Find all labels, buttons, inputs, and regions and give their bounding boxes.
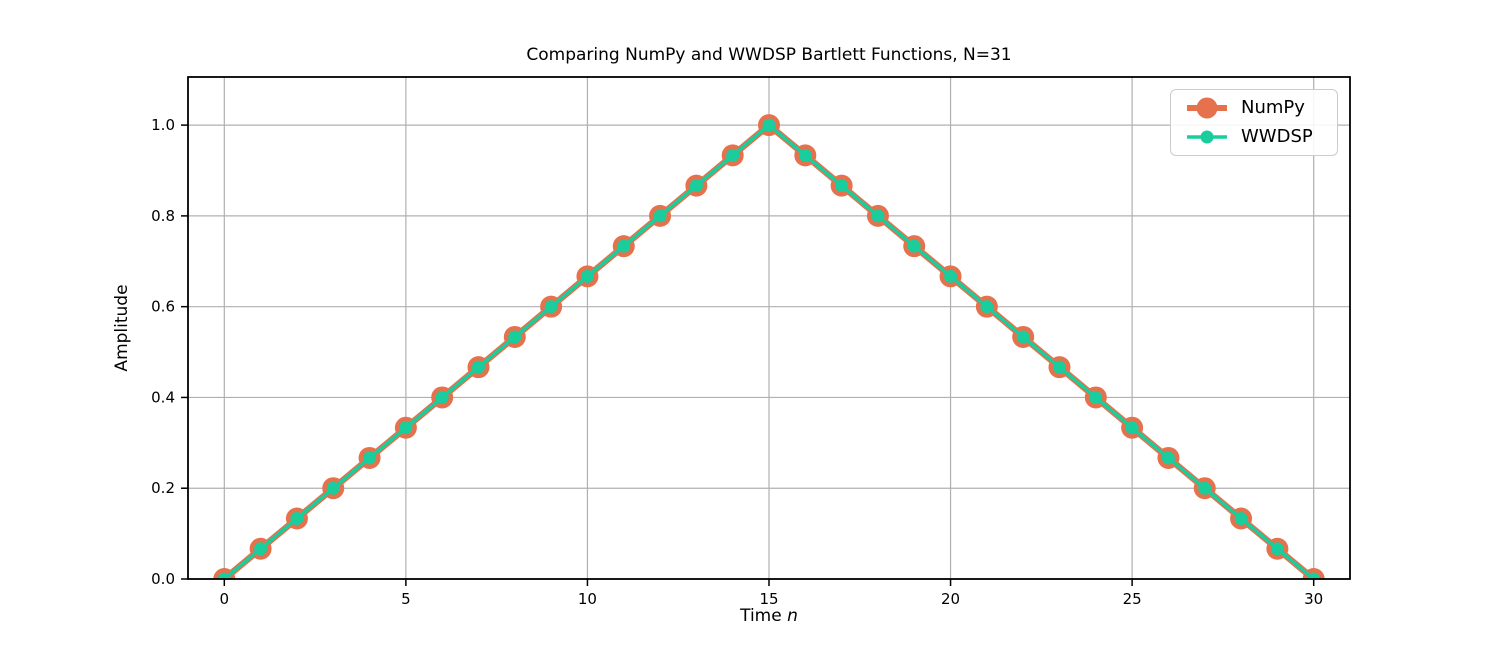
x-tick-label: 15 — [759, 590, 778, 608]
series-layer — [213, 114, 1325, 579]
legend-label-wwdsp: WWDSP — [1241, 125, 1313, 147]
x-tick-label: 5 — [401, 590, 411, 608]
series-wwdsp-marker — [1198, 481, 1212, 495]
chart-title: Comparing NumPy and WWDSP Bartlett Funct… — [526, 45, 1012, 65]
legend-dot-sample-wwdsp — [1200, 130, 1214, 144]
series-wwdsp-marker — [1270, 542, 1284, 556]
x-tick-label: 20 — [941, 590, 960, 608]
series-wwdsp-marker — [363, 451, 377, 465]
series-wwdsp-marker — [871, 209, 885, 223]
x-axis-label-variable: n — [787, 606, 798, 626]
series-wwdsp-marker — [544, 300, 558, 314]
y-tick-label: 0.2 — [151, 479, 175, 497]
y-axis-label: Amplitude — [112, 284, 132, 372]
legend-dot-sample-numpy — [1196, 97, 1218, 119]
series-wwdsp-marker — [617, 239, 631, 253]
y-tick-label: 0.6 — [151, 298, 175, 316]
x-tick-label: 25 — [1123, 590, 1142, 608]
series-wwdsp-marker — [835, 179, 849, 193]
series-wwdsp-marker — [907, 239, 921, 253]
legend-label-numpy: NumPy — [1241, 97, 1305, 119]
series-wwdsp-marker — [1234, 511, 1248, 525]
series-wwdsp-marker — [326, 481, 340, 495]
legend: NumPy WWDSP — [1170, 89, 1338, 156]
series-wwdsp-marker — [435, 390, 449, 404]
x-tick-label: 30 — [1304, 590, 1323, 608]
series-wwdsp-marker — [726, 148, 740, 162]
y-tick-label: 0.4 — [151, 388, 175, 406]
series-wwdsp-marker — [508, 330, 522, 344]
x-tick-label: 0 — [220, 590, 230, 608]
series-wwdsp-marker — [944, 269, 958, 283]
y-tick-label: 1.0 — [151, 116, 175, 134]
series-wwdsp-marker — [1307, 572, 1321, 579]
series-wwdsp-marker — [472, 360, 485, 374]
legend-marker-wwdsp — [1187, 130, 1227, 144]
series-wwdsp-marker — [290, 511, 304, 525]
x-tick-label: 10 — [578, 590, 597, 608]
series-wwdsp-marker — [580, 269, 594, 283]
series-wwdsp-marker — [1125, 421, 1139, 435]
series-wwdsp-marker — [399, 421, 413, 435]
legend-marker-numpy — [1187, 97, 1227, 119]
x-axis-label-text: Time — [740, 606, 788, 626]
series-wwdsp-marker — [653, 209, 667, 223]
y-tick-label: 0.8 — [151, 207, 175, 225]
series-wwdsp-marker — [689, 179, 703, 193]
series-wwdsp-marker — [1016, 330, 1030, 344]
series-wwdsp-marker — [1161, 451, 1175, 465]
series-wwdsp-marker — [798, 148, 812, 162]
x-axis-label: Time n — [188, 606, 1350, 626]
series-wwdsp-marker — [980, 300, 994, 314]
series-wwdsp-marker — [254, 542, 268, 556]
legend-entry-numpy: NumPy — [1183, 94, 1325, 122]
series-wwdsp-marker — [1089, 390, 1103, 404]
series-wwdsp-marker — [762, 118, 776, 132]
series-wwdsp-marker — [1053, 360, 1066, 374]
series-wwdsp-marker — [217, 572, 231, 579]
legend-entry-wwdsp: WWDSP — [1183, 123, 1325, 151]
y-tick-label: 0.0 — [151, 570, 175, 588]
